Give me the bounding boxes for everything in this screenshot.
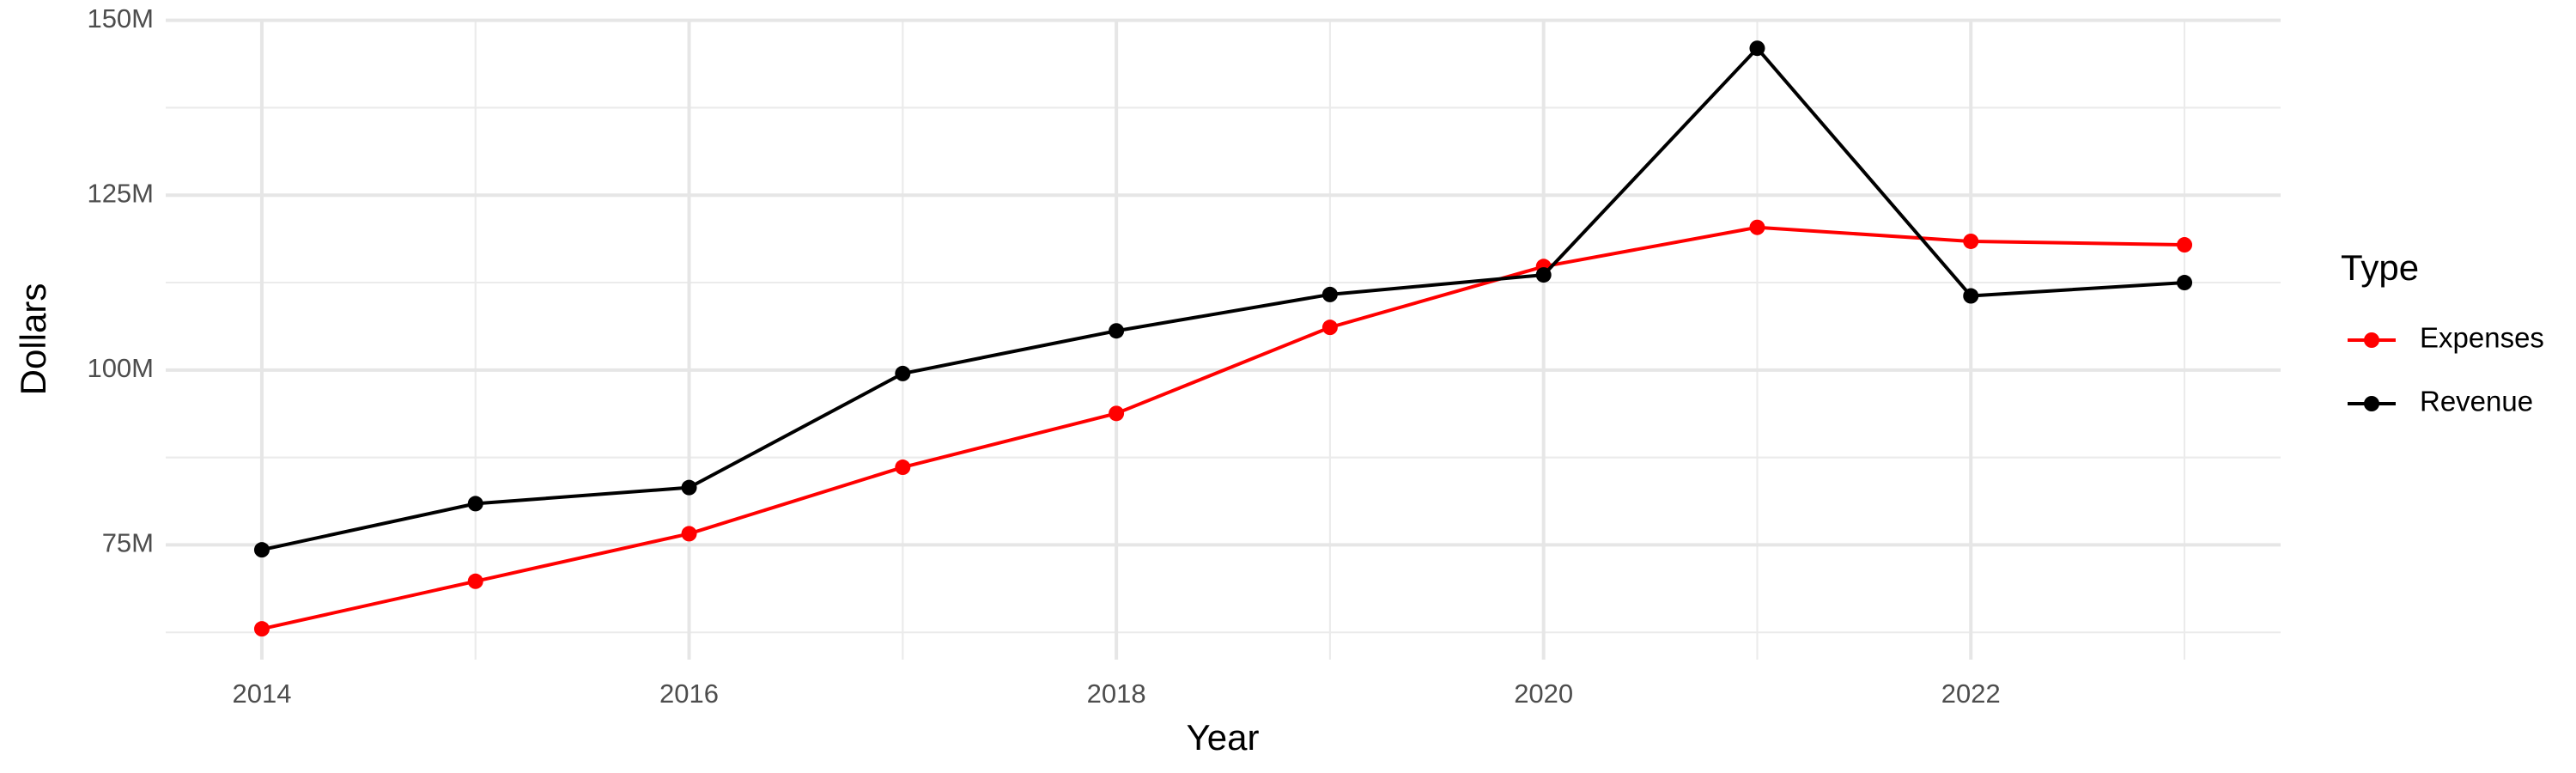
data-point — [1535, 267, 1552, 283]
y-tick-label: 75M — [102, 528, 154, 558]
data-point — [895, 460, 911, 476]
data-point — [467, 573, 483, 589]
x-tick-label: 2014 — [232, 679, 291, 709]
x-tick-label: 2018 — [1087, 679, 1146, 709]
data-point — [2177, 275, 2193, 291]
y-tick-label: 100M — [87, 353, 154, 383]
data-point — [681, 526, 697, 542]
series-line — [261, 46, 2185, 552]
legend-title: Type — [2341, 247, 2419, 288]
data-point — [253, 621, 270, 637]
data-point — [253, 542, 270, 558]
legend-point — [2364, 332, 2379, 348]
x-tick-label: 2016 — [659, 679, 719, 709]
data-point — [1749, 219, 1765, 235]
data-point — [1321, 320, 1338, 336]
data-point — [2177, 237, 2193, 253]
data-point — [467, 496, 483, 512]
x-axis-title: Year — [1187, 717, 1260, 758]
series-line — [261, 225, 2185, 631]
y-tick-label: 125M — [87, 178, 154, 208]
x-tick-label: 2022 — [1941, 679, 2001, 709]
data-point — [681, 479, 697, 496]
y-axis-title: Dollars — [13, 283, 53, 396]
legend-point — [2364, 396, 2379, 411]
legend-label: Revenue — [2420, 386, 2533, 417]
data-point — [895, 365, 911, 381]
data-point — [1109, 405, 1125, 422]
x-tick-label: 2020 — [1514, 679, 1573, 709]
data-point — [1963, 233, 1979, 249]
data-point — [1109, 323, 1125, 339]
data-point — [1321, 286, 1338, 302]
data-point — [1749, 40, 1765, 57]
y-tick-label: 150M — [87, 3, 154, 33]
legend-label: Expenses — [2420, 322, 2544, 354]
data-point — [1963, 288, 1979, 304]
